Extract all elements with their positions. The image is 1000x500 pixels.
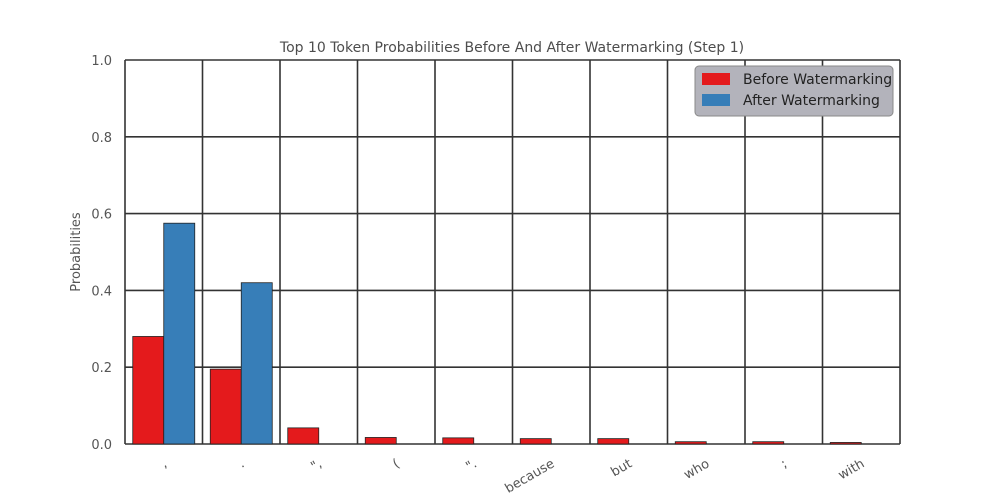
legend-label: After Watermarking [743,93,880,109]
bars [132,222,862,445]
y-tick-labels: 0.0 0.2 0.4 0.6 0.8 1.0 [91,54,112,453]
x-tick-label: with [836,456,867,483]
x-tick-labels: ,. ", ( ". because but who; with [159,456,868,496]
grid-lines [124,59,901,445]
x-tick-label: because [503,456,558,496]
legend-label: Before Watermarking [743,72,892,88]
x-tick-label: who [682,456,713,482]
bar-after-1 [240,282,273,445]
legend-swatch [702,94,730,106]
bar-before-0 [132,336,165,445]
y-tick-label: 0.2 [91,361,112,376]
x-tick-label: ". [463,456,479,474]
bar-after-0 [163,222,196,445]
legend-swatch [702,73,730,85]
bar-before-3 [364,437,397,445]
y-tick-label: 1.0 [91,54,112,69]
legend: Before Watermarking After Watermarking [694,65,894,117]
y-tick-label: 0.8 [91,131,112,146]
x-tick-label: ( [390,456,402,472]
bar-before-5 [519,438,552,445]
bar-before-2 [287,427,320,445]
chart-title: Top 10 Token Probabilities Before And Af… [279,40,744,56]
y-axis-label: Probabilities [69,212,84,292]
legend-box [694,65,894,117]
x-tick-label: but [609,456,635,480]
bar-before-7 [674,441,707,445]
y-tick-label: 0.4 [91,284,112,299]
y-tick-label: 0.0 [91,438,112,453]
bar-before-9 [829,442,862,445]
bar-before-6 [597,438,630,445]
bar-before-1 [209,368,242,445]
bar-before-4 [442,437,475,445]
x-tick-label: ", [308,456,324,474]
y-tick-label: 0.6 [91,208,112,223]
x-tick-label: . [236,456,247,471]
x-tick-label: ; [778,456,789,471]
bar-before-8 [752,441,785,445]
x-tick-label: , [159,456,170,471]
